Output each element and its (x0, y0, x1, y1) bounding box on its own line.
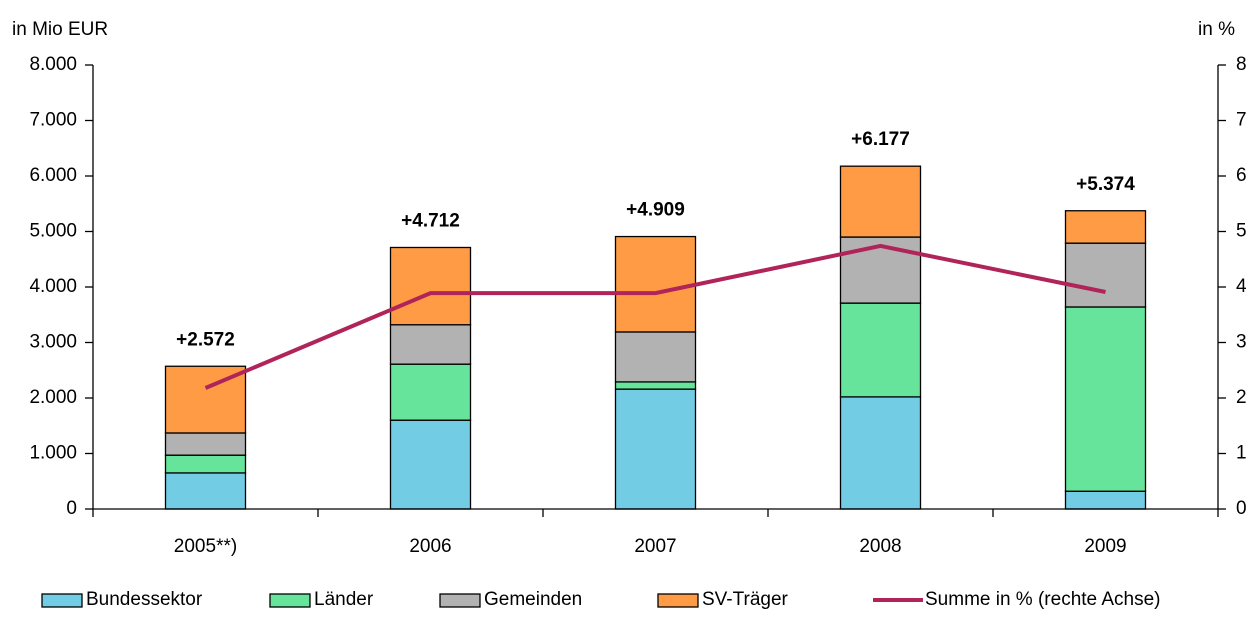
line-series (204, 243, 1106, 390)
legend-swatch (657, 593, 699, 608)
y-tick-label: 8.000 (29, 54, 77, 75)
x-tick-label: 2006 (409, 536, 451, 557)
bar-segment (389, 363, 472, 421)
y-axis-label: in Mio EUR (12, 19, 108, 40)
legend-label: Gemeinden (484, 589, 582, 610)
y-tick-label: 0 (66, 498, 77, 519)
legend-label: Bundessektor (86, 589, 203, 610)
y2-tick-label: 6 (1236, 165, 1247, 186)
bar-segment (1064, 306, 1147, 492)
y2-tick-label: 8 (1236, 54, 1247, 75)
bar-segment (389, 419, 472, 510)
x-tick-label: 2008 (859, 536, 901, 557)
y-tick-label: 7.000 (29, 110, 77, 131)
total-label: +4.712 (401, 210, 460, 231)
y-tick-label: 4.000 (29, 276, 77, 297)
legend-swatch (41, 593, 83, 608)
total-label: +6.177 (851, 129, 910, 150)
bar-segment (614, 381, 697, 390)
bar-segment (839, 236, 922, 304)
bar-segment (1064, 210, 1147, 244)
y2-tick-label: 5 (1236, 221, 1247, 242)
y-tick-label: 3.000 (29, 332, 77, 353)
x-tick-label: 2009 (1084, 536, 1126, 557)
bar-segment (614, 235, 697, 333)
legend-swatch (439, 593, 481, 608)
bar-segment (614, 388, 697, 510)
bar-segment (839, 396, 922, 510)
bar-segment (164, 454, 247, 474)
total-label: +2.572 (176, 329, 235, 350)
y2-tick-label: 7 (1236, 110, 1247, 131)
x-tick-label: 2005**) (174, 536, 237, 557)
bar-segment (839, 165, 922, 238)
bar-segment (389, 246, 472, 326)
bar-segment (614, 331, 697, 383)
y2-tick-label: 4 (1236, 276, 1247, 297)
y2-axis-label: in % (1198, 19, 1235, 40)
y-tick-label: 1.000 (29, 443, 77, 464)
legend-swatch (269, 593, 311, 608)
bar-segment (164, 432, 247, 456)
bar-segment (1064, 490, 1147, 510)
y2-tick-label: 3 (1236, 332, 1247, 353)
total-label: +5.374 (1076, 174, 1135, 195)
legend-label: Länder (314, 589, 374, 610)
y2-tick-label: 2 (1236, 387, 1247, 408)
y2-tick-label: 1 (1236, 443, 1247, 464)
bar-segment (389, 324, 472, 365)
legend-label: SV-Träger (702, 589, 789, 610)
bar-segment (1064, 242, 1147, 308)
y-tick-label: 6.000 (29, 165, 77, 186)
bar-segment (164, 472, 247, 510)
y-tick-label: 5.000 (29, 221, 77, 242)
total-label: +4.909 (626, 200, 685, 221)
x-tick-label: 2007 (634, 536, 676, 557)
legend-label: Summe in % (rechte Achse) (925, 589, 1160, 610)
y-tick-label: 2.000 (29, 387, 77, 408)
bar-segment (839, 302, 922, 398)
y2-tick-label: 0 (1236, 498, 1247, 519)
